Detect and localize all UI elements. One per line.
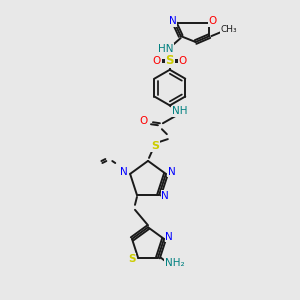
Text: N: N xyxy=(169,16,177,26)
Text: NH: NH xyxy=(172,106,188,116)
Text: S: S xyxy=(128,254,136,264)
Text: S: S xyxy=(151,141,159,151)
Text: N: N xyxy=(120,167,128,177)
Text: HN: HN xyxy=(158,44,174,54)
Text: N: N xyxy=(165,232,173,242)
Text: O: O xyxy=(208,16,217,26)
Text: O: O xyxy=(178,56,187,66)
Text: CH₃: CH₃ xyxy=(221,25,238,34)
Text: NH₂: NH₂ xyxy=(165,258,184,268)
Text: O: O xyxy=(153,56,161,66)
Text: N: N xyxy=(168,167,176,177)
Text: S: S xyxy=(166,54,174,67)
Text: O: O xyxy=(139,116,147,126)
Text: N: N xyxy=(161,191,169,201)
